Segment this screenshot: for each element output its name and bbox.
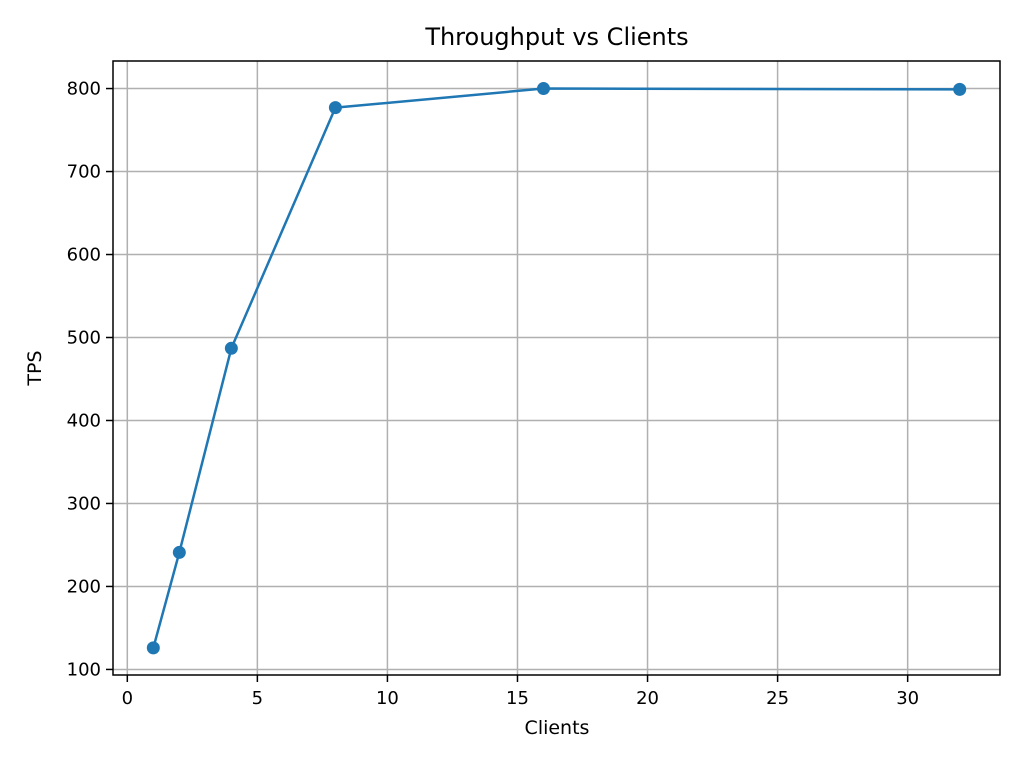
y-tick-label: 400 — [67, 410, 101, 431]
x-tick-label: 30 — [896, 688, 919, 709]
chart-title: Throughput vs Clients — [424, 23, 688, 51]
data-point — [328, 101, 342, 115]
series-line — [152, 87, 960, 649]
data-point — [953, 82, 967, 96]
x-axis-label: Clients — [525, 717, 590, 739]
axis-ticks: 0 5 10 15 20 25 30 100 200 300 400 500 600 700 800 — [67, 79, 919, 709]
plot-frame — [112, 60, 1001, 676]
data-point — [172, 545, 186, 559]
data-point — [146, 641, 160, 655]
x-tick-label: 10 — [376, 688, 399, 709]
y-tick-label: 200 — [67, 576, 101, 597]
series-layer — [146, 82, 967, 655]
y-tick-label: 100 — [67, 659, 101, 680]
x-tick-label: 25 — [766, 688, 789, 709]
x-tick-label: 0 — [122, 688, 133, 709]
x-tick-label: 5 — [252, 688, 263, 709]
y-axis-label: TPS — [24, 350, 46, 386]
data-point — [536, 82, 550, 96]
y-tick-label: 300 — [67, 493, 101, 514]
y-tick-label: 500 — [67, 328, 101, 349]
y-tick-label: 700 — [67, 162, 101, 183]
y-tick-label: 600 — [67, 245, 101, 266]
data-point — [224, 341, 238, 355]
y-tick-label: 800 — [67, 79, 101, 100]
x-tick-label: 20 — [636, 688, 659, 709]
x-tick-label: 15 — [506, 688, 529, 709]
